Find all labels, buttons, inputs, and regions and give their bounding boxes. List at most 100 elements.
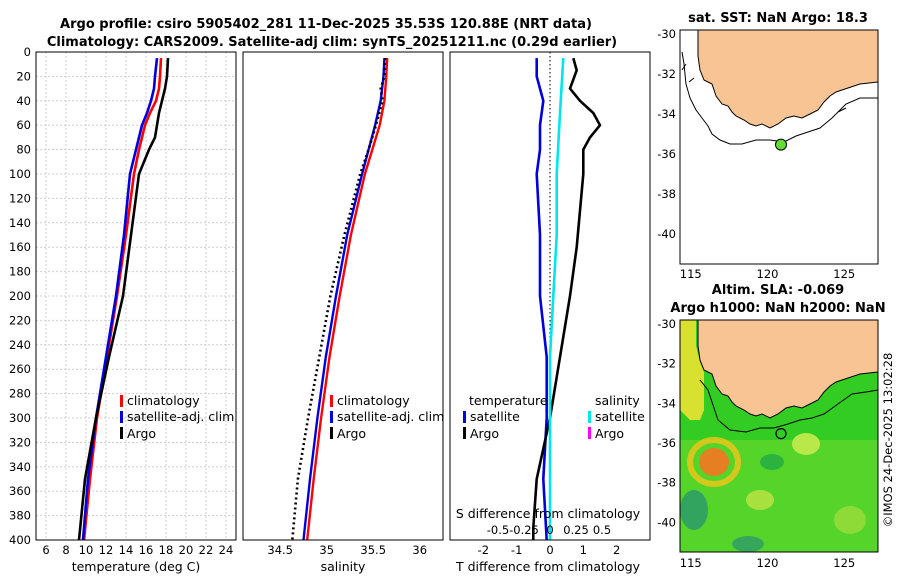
legend-temperature-title: temperature bbox=[469, 393, 548, 408]
t-difference-tick-label: -2 bbox=[478, 543, 489, 557]
temperature-tick-label: 16 bbox=[139, 543, 154, 557]
longitude-tick-label: 120 bbox=[757, 267, 779, 281]
latitude-tick-label: -38 bbox=[657, 187, 676, 201]
longitude-tick-label: 125 bbox=[833, 267, 855, 281]
s-difference-tick-labels: -0.5 -0.25 0 0.25 0.5 bbox=[487, 523, 611, 537]
series-line-satellite-adj-clim bbox=[302, 58, 386, 541]
temperature-tick-label: 8 bbox=[62, 543, 69, 557]
depth-tick-label: 280 bbox=[9, 387, 31, 401]
legend-argo-label: Argo bbox=[337, 426, 366, 441]
legend-t-satellite-swatch bbox=[463, 411, 466, 423]
latitude-tick-label: -40 bbox=[657, 227, 676, 241]
depth-tick-label: 340 bbox=[9, 460, 31, 474]
series-line-climatology bbox=[306, 58, 389, 541]
sla-map-frame bbox=[679, 319, 879, 553]
legend-argo-swatch bbox=[330, 427, 333, 439]
temperature-tick-labels: 6 8 10 12 14 16 18 20 22 24 bbox=[42, 543, 233, 557]
depth-tick-label: 140 bbox=[9, 216, 31, 230]
depth-tick-labels: 0 20 40 60 80 100 120 140 160 180 200 220 240 260 280 3… bbox=[9, 45, 31, 547]
depth-tick-label: 60 bbox=[16, 118, 31, 132]
difference-axes-frame bbox=[449, 51, 651, 541]
legend-satellite-swatch bbox=[120, 411, 123, 423]
salinity-axes-frame bbox=[242, 51, 444, 541]
depth-tick-label: 220 bbox=[9, 313, 31, 327]
s-difference-tick-label: 0.5 bbox=[593, 523, 611, 537]
depth-tick-label: 380 bbox=[9, 509, 31, 523]
s-difference-tick-label: -0.25 bbox=[509, 523, 539, 537]
t-difference-tick-label: 1 bbox=[580, 543, 587, 557]
series-line-temperature-satellite bbox=[535, 58, 549, 541]
difference-panel: -2 -1 0 1 2 -0.5 -0.25 0 0.25 0.5 S difference f… bbox=[449, 51, 651, 574]
salinity-tick-labels: 34.5 35 35.5 36 bbox=[267, 543, 427, 557]
argo-position-marker bbox=[775, 428, 787, 440]
legend-t-argo-label: Argo bbox=[470, 426, 499, 441]
legend-s-satellite-label: satellite bbox=[595, 409, 645, 424]
s-difference-tick-label: 0.25 bbox=[563, 523, 589, 537]
depth-tick-label: 40 bbox=[16, 94, 31, 108]
depth-tick-label: 180 bbox=[9, 265, 31, 279]
sla-map-panel: Altim. SLA: -0.069 Argo h1000: NaN h2000… bbox=[657, 283, 885, 570]
depth-tick-label: 260 bbox=[9, 362, 31, 376]
depth-tick-label: 120 bbox=[9, 191, 31, 205]
sla-anomaly-high-centre bbox=[746, 490, 774, 510]
t-difference-tick-label: 2 bbox=[613, 543, 620, 557]
t-difference-tick-label: 0 bbox=[546, 543, 553, 557]
temperature-tick-label: 22 bbox=[199, 543, 214, 557]
salinity-tick-label: 36 bbox=[412, 543, 427, 557]
t-difference-tick-label: -1 bbox=[511, 543, 522, 557]
s-difference-tick-label: -0.5 bbox=[487, 523, 509, 537]
legend-t-argo-swatch bbox=[463, 427, 466, 439]
latitude-tick-label: -34 bbox=[657, 396, 676, 410]
difference-lines bbox=[531, 57, 602, 541]
sst-map-title: sat. SST: NaN Argo: 18.3 bbox=[688, 11, 868, 26]
credit-text: ©IMOS 24-Dec-2025 13:02:28 bbox=[881, 353, 895, 528]
temperature-tick-label: 12 bbox=[99, 543, 114, 557]
depth-tick-label: 400 bbox=[9, 533, 31, 547]
legend-t-satellite-label: satellite bbox=[470, 409, 520, 424]
depth-tick-label: 100 bbox=[9, 167, 31, 181]
t-difference-tick-labels: -2 -1 0 1 2 bbox=[478, 543, 621, 557]
series-line-temperature-argo bbox=[531, 57, 602, 540]
temperature-grid bbox=[36, 51, 236, 541]
longitude-tick-label: 115 bbox=[680, 556, 702, 570]
sla-map-title-line2: Argo h1000: NaN h2000: NaN bbox=[670, 301, 885, 316]
sst-map-coast-fragments bbox=[681, 63, 847, 113]
sla-anomaly-low-west bbox=[680, 490, 708, 530]
legend-satellite-label: satellite-adj. clim bbox=[127, 409, 234, 424]
latitude-tick-label: -32 bbox=[657, 357, 676, 371]
temperature-axis-label: temperature (deg C) bbox=[72, 559, 201, 574]
sla-anomaly-high-east bbox=[792, 433, 820, 455]
sla-anomaly-low-south bbox=[732, 536, 764, 552]
temperature-tick-label: 20 bbox=[179, 543, 194, 557]
depth-tick-label: 0 bbox=[24, 45, 31, 59]
longitude-tick-label: 120 bbox=[757, 556, 779, 570]
depth-tick-label: 80 bbox=[16, 143, 31, 157]
salinity-tick-label: 35 bbox=[319, 543, 334, 557]
main-title-line2: Climatology: CARS2009. Satellite-adj cli… bbox=[47, 35, 617, 50]
depth-tick-label: 320 bbox=[9, 435, 31, 449]
depth-tick-label: 200 bbox=[9, 289, 31, 303]
temperature-panel: 0 20 40 60 80 100 120 140 160 180 200 220 240 260 280 3… bbox=[9, 45, 237, 574]
longitude-tick-label: 115 bbox=[680, 267, 702, 281]
s-difference-axis-label: S difference from climatology bbox=[456, 506, 641, 521]
sst-map-longitude-labels: 115 120 125 bbox=[680, 267, 855, 281]
legend-s-satellite-swatch bbox=[588, 411, 591, 423]
t-difference-axis-label: T difference from climatology bbox=[455, 559, 641, 574]
latitude-tick-label: -36 bbox=[657, 147, 676, 161]
latitude-tick-label: -30 bbox=[657, 27, 676, 41]
sla-anomaly-low-centre bbox=[760, 454, 784, 470]
main-title-line1: Argo profile: csiro 5905402_281 11-Dec-2… bbox=[60, 17, 592, 32]
depth-tick-label: 20 bbox=[16, 69, 31, 83]
sla-map-title-line1: Altim. SLA: -0.069 bbox=[712, 283, 844, 298]
salinity-legend: climatology satellite-adj. clim Argo bbox=[330, 393, 444, 441]
sla-map-longitude-labels: 115 120 125 bbox=[680, 556, 855, 570]
depth-tick-label: 240 bbox=[9, 338, 31, 352]
legend-climatology-swatch bbox=[330, 395, 333, 407]
sla-anomaly-high-core bbox=[699, 448, 729, 476]
sla-anomaly-high-ring bbox=[687, 437, 741, 487]
sst-map-panel: sat. SST: NaN Argo: 18.3 -30 -32 -34 -36 -38… bbox=[657, 11, 879, 281]
salinity-panel: 34.5 35 35.5 36 salinity climatology satell… bbox=[242, 51, 444, 574]
temperature-tick-label: 10 bbox=[79, 543, 94, 557]
s-difference-tick-label: 0 bbox=[546, 523, 553, 537]
